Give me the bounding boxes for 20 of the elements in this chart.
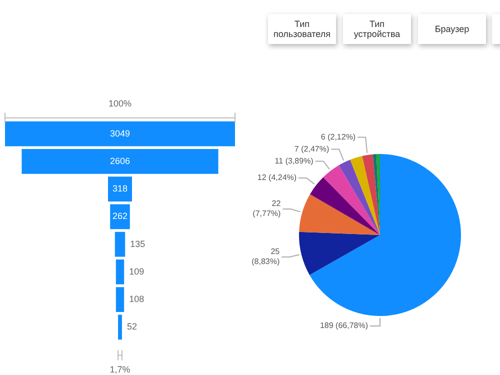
text: Тип пользователя [268, 14, 336, 44]
data-label: 25 (8,83%) [252, 247, 280, 266]
data-label: 2606 [110, 156, 130, 166]
data-label: 262 [112, 211, 128, 222]
data-label: 3049 [110, 128, 130, 138]
data-label: 6 (2,12%) [320, 132, 356, 142]
data-label: 52 [126, 322, 137, 332]
data-label: 22 (7,77%) [252, 199, 282, 218]
data-label: 12 (4,24%) [257, 173, 297, 182]
data-label: 108 [129, 294, 144, 304]
text: 100% [108, 98, 132, 108]
data-label: 135 [130, 238, 146, 249]
data-label: 11 (3,89%) [274, 156, 314, 166]
text: 1,7% [110, 364, 130, 375]
data-label: 189 (66,78%) [320, 321, 368, 330]
data-label: 318 [112, 184, 128, 194]
text: Браузер [418, 14, 486, 44]
data-label: 7 (2,47%) [294, 144, 330, 154]
data-label: 109 [129, 266, 144, 276]
text: Тип устройства [343, 14, 411, 44]
